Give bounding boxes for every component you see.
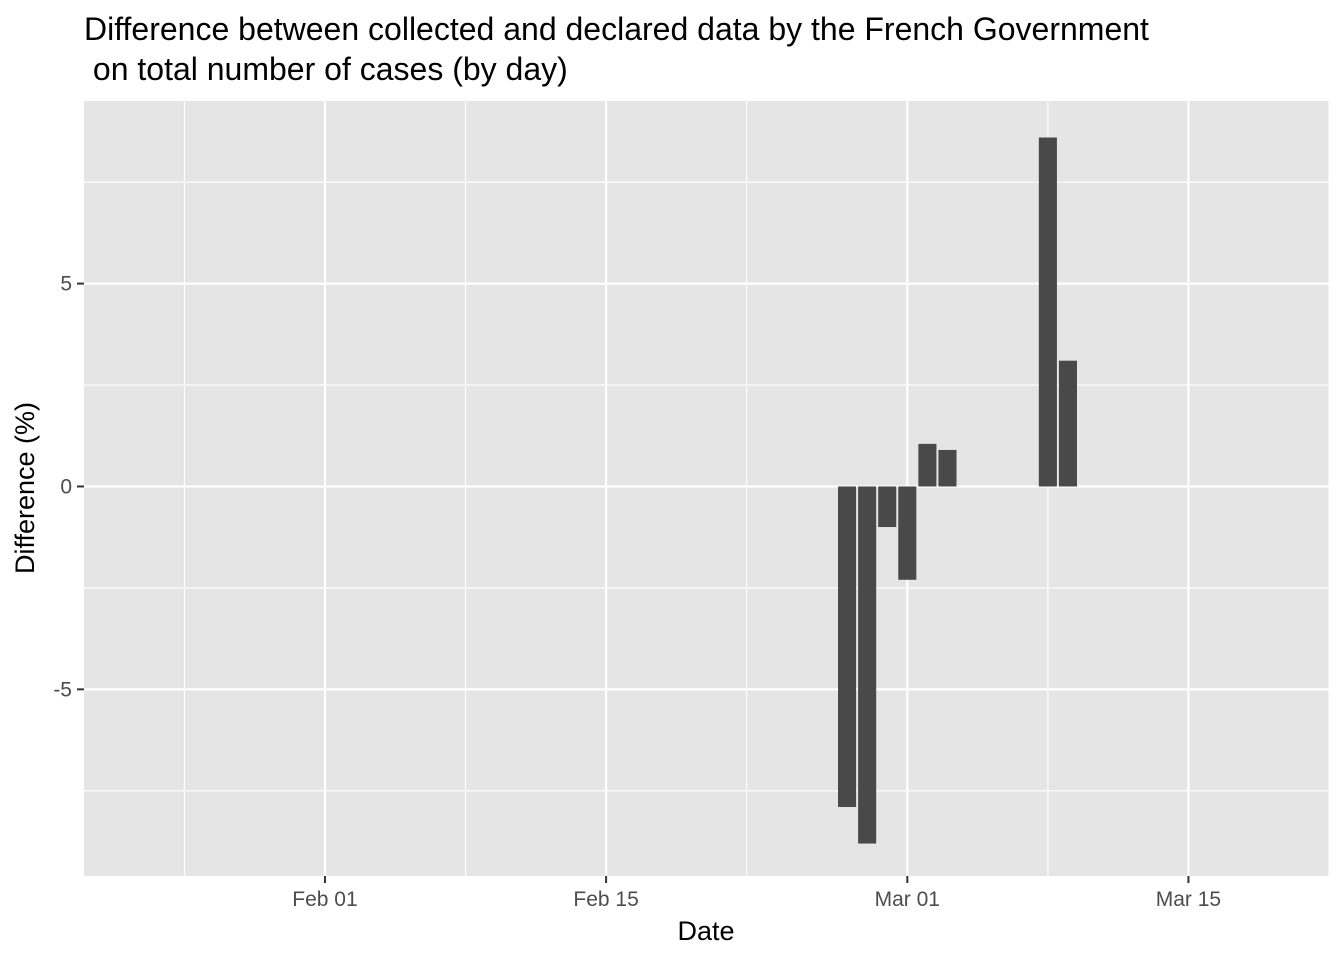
bar — [938, 449, 957, 487]
chart-title-line-1: Difference between collected and declare… — [84, 11, 1149, 47]
bar — [858, 486, 877, 844]
x-axis-title: Date — [677, 916, 734, 946]
bar — [1058, 360, 1077, 487]
minor-grid-lines — [84, 101, 1330, 876]
x-tick-label: Feb 15 — [573, 888, 638, 911]
bars-group — [838, 137, 1077, 844]
y-tick-label: 5 — [60, 273, 72, 296]
bar — [898, 486, 917, 580]
chart-title-line-2: on total number of cases (by day) — [84, 51, 568, 87]
bar — [878, 486, 897, 528]
y-axis-title: Difference (%) — [10, 402, 40, 574]
y-tick-label: 0 — [60, 475, 72, 498]
plot-panel — [84, 101, 1329, 876]
x-axis: Feb 01 Feb 15 Mar 01 Mar 15 — [292, 876, 1221, 911]
y-tick-label: -5 — [53, 678, 72, 701]
x-tick-label: Mar 15 — [1156, 888, 1221, 911]
major-grid-lines — [84, 101, 1329, 876]
bar — [1038, 137, 1057, 487]
bar — [838, 486, 857, 808]
x-tick-label: Mar 01 — [875, 888, 940, 911]
y-axis: -5 0 5 — [53, 273, 84, 701]
x-tick-label: Feb 01 — [292, 888, 357, 911]
bar — [918, 443, 937, 487]
